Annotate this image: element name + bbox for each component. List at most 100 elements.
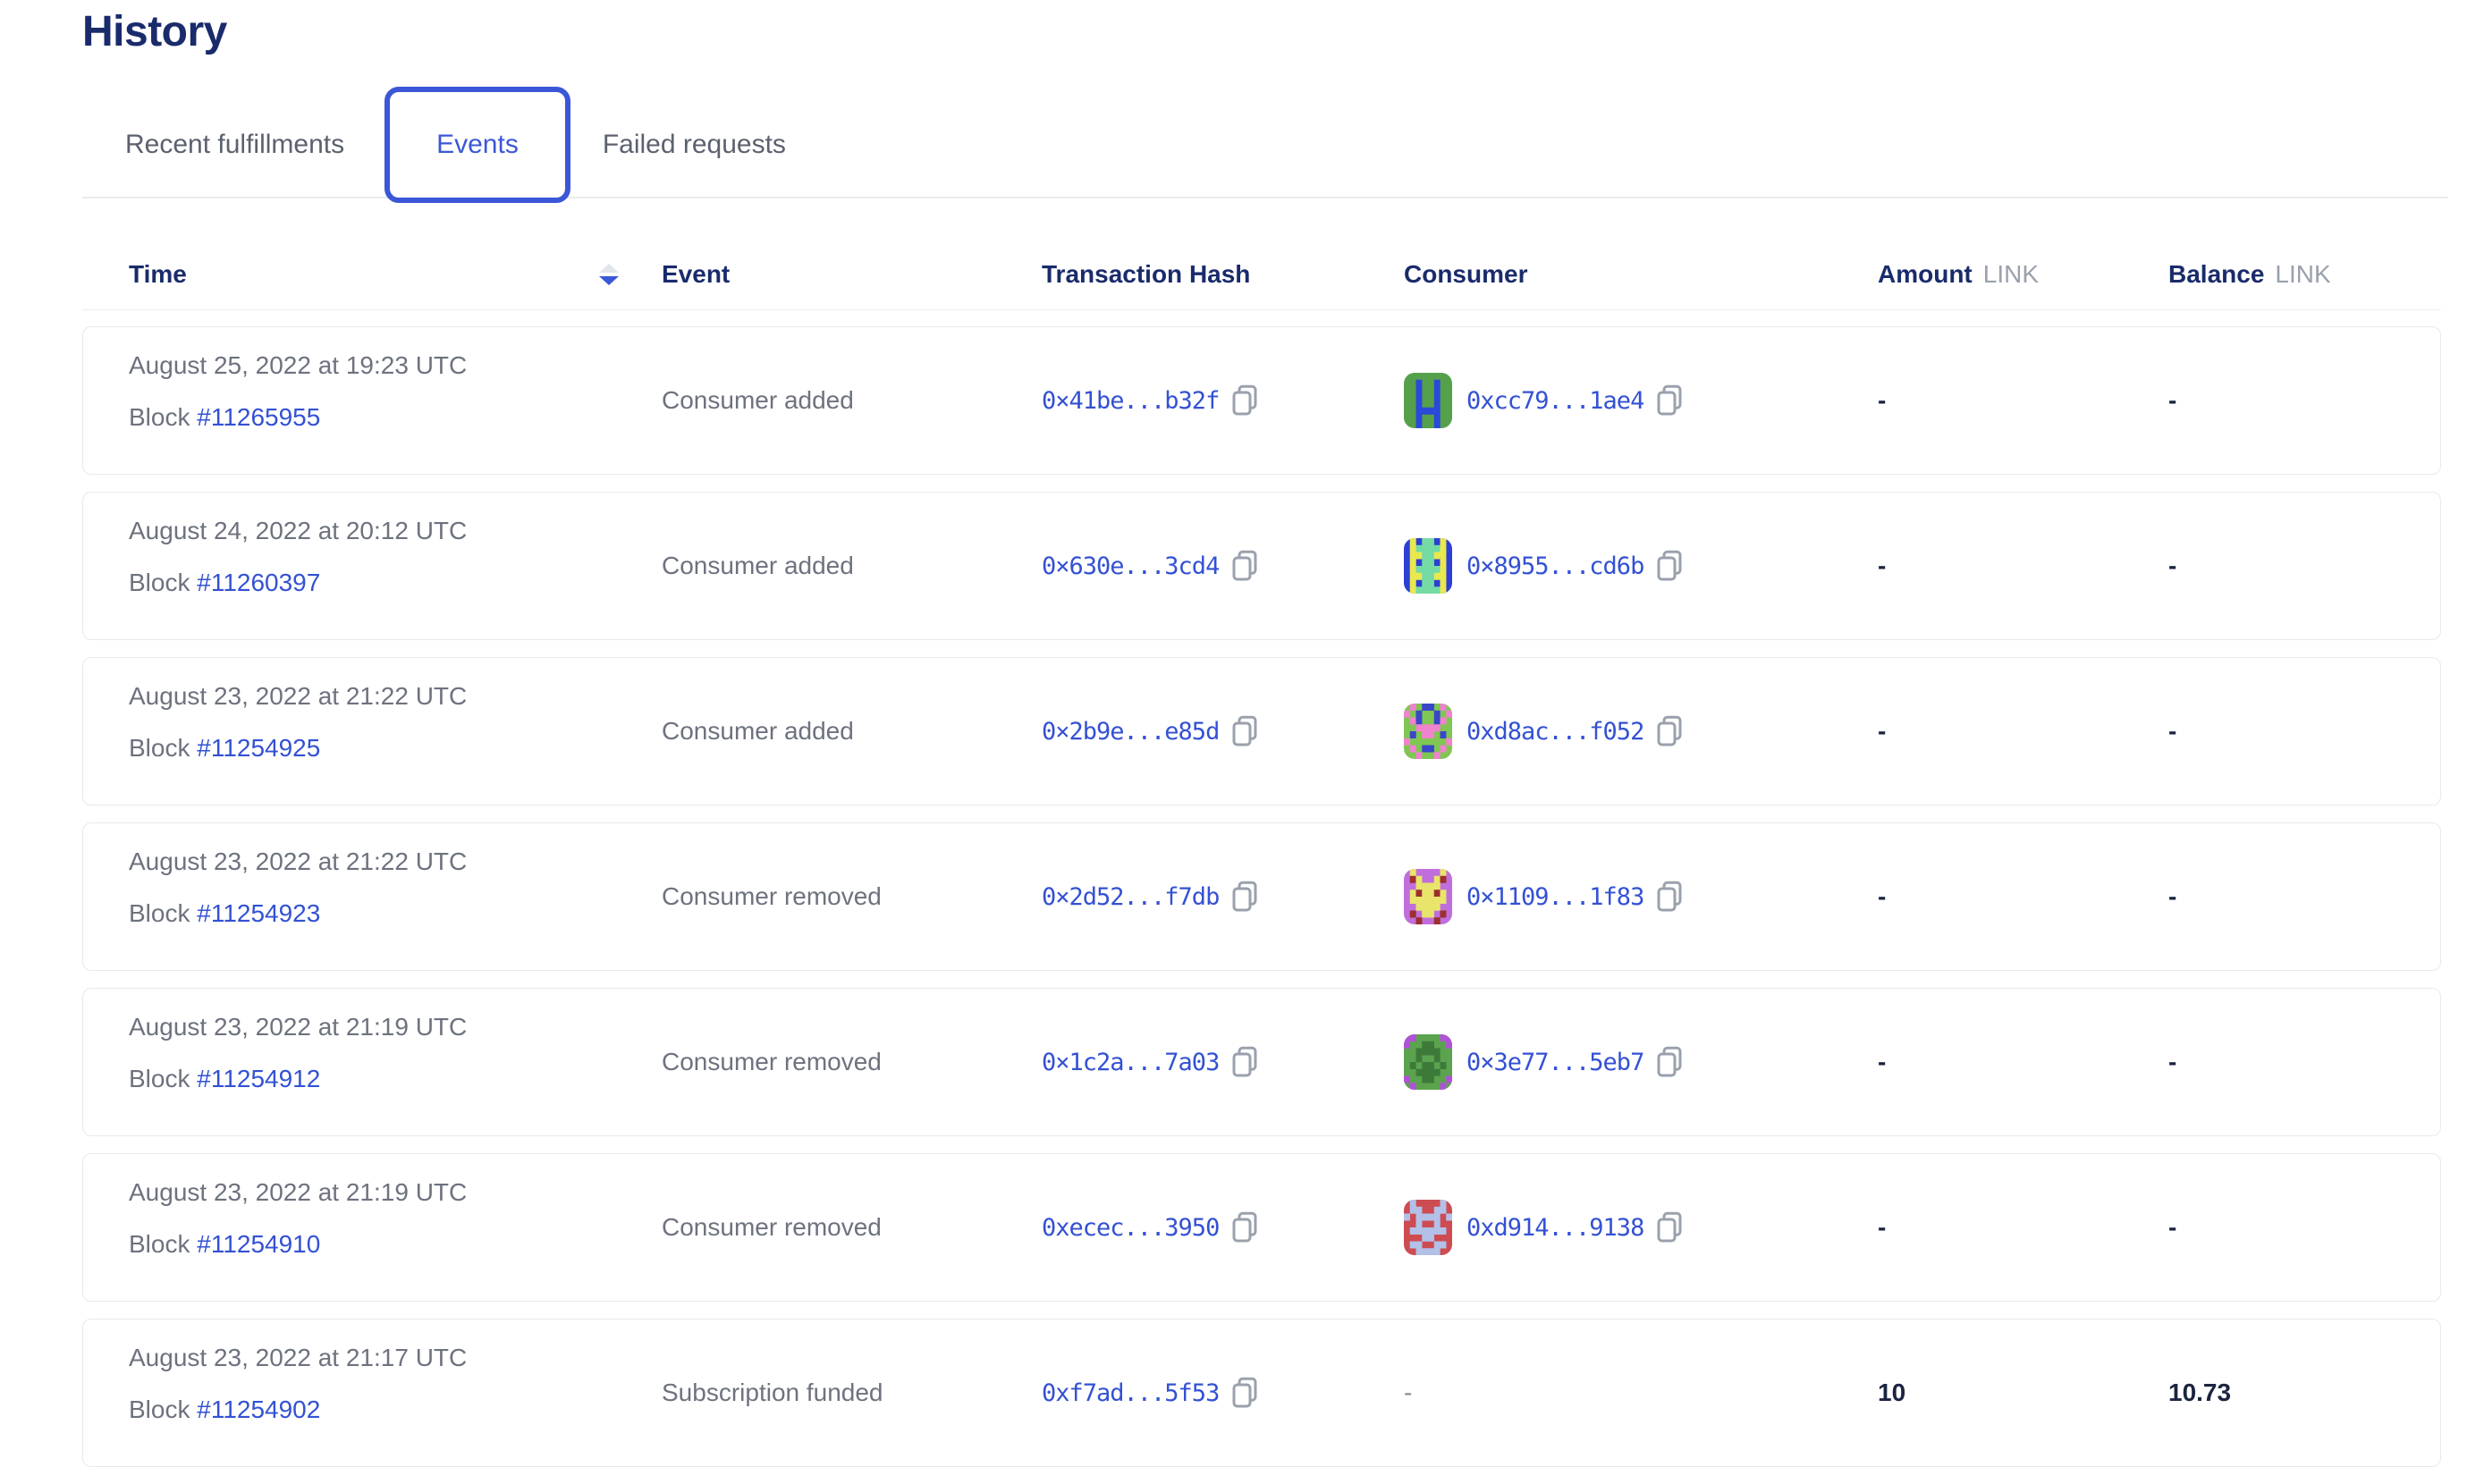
balance-value: - (2168, 882, 2177, 910)
balance-header-label: Balance (2168, 260, 2265, 288)
column-header-time[interactable]: Time (82, 260, 662, 289)
balance-value: - (2168, 386, 2177, 414)
copy-icon[interactable] (1656, 715, 1683, 747)
block-line: Block #11260397 (129, 568, 662, 598)
copy-icon[interactable] (1231, 550, 1258, 582)
copy-icon[interactable] (1656, 550, 1683, 582)
transaction-hash-link[interactable]: 0xecec...3950 (1042, 1213, 1220, 1242)
consumer-cell: 0xcc79...1ae4 (1404, 373, 1878, 428)
amount-unit-label: LINK (1982, 260, 2040, 288)
copy-icon[interactable] (1656, 384, 1683, 417)
block-number-link[interactable]: #11260397 (197, 569, 321, 596)
block-number-link[interactable]: #11254912 (197, 1065, 321, 1092)
transaction-hash-cell: 0xecec...3950 (1042, 1211, 1404, 1244)
event-type: Consumer added (662, 386, 854, 414)
consumer-address-link[interactable]: 0×8955...cd6b (1466, 552, 1644, 580)
consumer-cell: 0×8955...cd6b (1404, 538, 1878, 594)
consumer-cell: 0xd914...9138 (1404, 1200, 1878, 1255)
block-label: Block (129, 403, 190, 431)
copy-icon[interactable] (1231, 1377, 1258, 1409)
block-number-link[interactable]: #11254910 (197, 1230, 321, 1258)
event-row: August 23, 2022 at 21:22 UTC Block #1125… (82, 657, 2441, 805)
block-label: Block (129, 734, 190, 762)
balance-value: - (2168, 1048, 2177, 1075)
time-header-label: Time (129, 260, 187, 288)
consumer-avatar (1404, 373, 1452, 428)
consumer-address-link[interactable]: 0xd914...9138 (1466, 1213, 1644, 1242)
tab-failed-requests[interactable]: Failed requests (602, 130, 786, 159)
consumer-cell: - (1404, 1379, 1878, 1407)
sort-down-arrow-icon (599, 276, 619, 285)
balance-unit-label: LINK (2275, 260, 2331, 288)
transaction-hash-link[interactable]: 0×2d52...f7db (1042, 882, 1220, 911)
consumer-avatar (1404, 1200, 1452, 1255)
column-header-balance: Balance LINK (2168, 260, 2441, 289)
copy-icon[interactable] (1231, 881, 1258, 913)
block-line: Block #11254925 (129, 733, 662, 763)
block-number-link[interactable]: #11254923 (197, 899, 321, 927)
transaction-hash-link[interactable]: 0×1c2a...7a03 (1042, 1048, 1220, 1076)
consumer-address-link[interactable]: 0xd8ac...f052 (1466, 717, 1644, 746)
amount-value: - (1878, 882, 1887, 910)
consumer-cell: 0xd8ac...f052 (1404, 704, 1878, 759)
consumer-address-link: - (1404, 1379, 1413, 1406)
column-header-transaction-hash: Transaction Hash (1042, 260, 1251, 288)
transaction-hash-cell: 0×2d52...f7db (1042, 881, 1404, 913)
block-line: Block #11254912 (129, 1064, 662, 1094)
copy-icon[interactable] (1231, 384, 1258, 417)
column-header-event: Event (662, 260, 731, 288)
balance-value: - (2168, 717, 2177, 745)
transaction-hash-cell: 0×1c2a...7a03 (1042, 1046, 1404, 1078)
time-cell: August 24, 2022 at 20:12 UTC Block #1126… (83, 493, 662, 598)
time-cell: August 23, 2022 at 21:22 UTC Block #1125… (83, 658, 662, 763)
tabs-divider (82, 197, 2448, 198)
event-row: August 23, 2022 at 21:22 UTC Block #1125… (82, 822, 2441, 971)
page-title: History (82, 8, 227, 55)
column-header-amount: Amount LINK (1878, 260, 2168, 289)
block-number-link[interactable]: #11254925 (197, 734, 321, 762)
event-row: August 23, 2022 at 21:17 UTC Block #1125… (82, 1319, 2441, 1467)
transaction-hash-link[interactable]: 0×2b9e...e85d (1042, 717, 1220, 746)
table-header: Time Event Transaction Hash Consumer Amo… (82, 240, 2441, 310)
copy-icon[interactable] (1656, 881, 1683, 913)
copy-icon[interactable] (1231, 1046, 1258, 1078)
transaction-hash-cell: 0×41be...b32f (1042, 384, 1404, 417)
amount-value: 10 (1878, 1379, 1906, 1406)
tab-events[interactable]: Events (384, 87, 570, 203)
time-cell: August 25, 2022 at 19:23 UTC Block #1126… (83, 327, 662, 433)
event-type: Subscription funded (662, 1379, 883, 1406)
consumer-cell: 0×3e77...5eb7 (1404, 1034, 1878, 1090)
consumer-address-link[interactable]: 0×1109...1f83 (1466, 882, 1644, 911)
transaction-hash-link[interactable]: 0×630e...3cd4 (1042, 552, 1220, 580)
amount-value: - (1878, 1213, 1887, 1241)
event-row: August 25, 2022 at 19:23 UTC Block #1126… (82, 326, 2441, 475)
event-date: August 23, 2022 at 21:22 UTC (129, 682, 468, 710)
block-number-link[interactable]: #11265955 (197, 403, 321, 431)
tab-recent-fulfillments[interactable]: Recent fulfillments (125, 130, 345, 159)
copy-icon[interactable] (1231, 715, 1258, 747)
sort-descending-icon[interactable] (599, 264, 619, 285)
event-date: August 23, 2022 at 21:19 UTC (129, 1178, 468, 1206)
transaction-hash-cell: 0xf7ad...5f53 (1042, 1377, 1404, 1409)
amount-value: - (1878, 717, 1887, 745)
event-date: August 23, 2022 at 21:17 UTC (129, 1344, 468, 1371)
balance-value: - (2168, 552, 2177, 579)
transaction-hash-link[interactable]: 0xf7ad...5f53 (1042, 1379, 1220, 1407)
event-type: Consumer added (662, 552, 854, 579)
copy-icon[interactable] (1656, 1046, 1683, 1078)
balance-value: 10.73 (2168, 1379, 2232, 1406)
consumer-avatar (1404, 1034, 1452, 1090)
event-type: Consumer removed (662, 1048, 882, 1075)
event-type: Consumer removed (662, 1213, 882, 1241)
copy-icon[interactable] (1231, 1211, 1258, 1244)
sort-up-arrow-icon (599, 264, 619, 273)
transaction-hash-link[interactable]: 0×41be...b32f (1042, 386, 1220, 415)
copy-icon[interactable] (1656, 1211, 1683, 1244)
time-cell: August 23, 2022 at 21:17 UTC Block #1125… (83, 1320, 662, 1425)
consumer-avatar (1404, 704, 1452, 759)
block-label: Block (129, 899, 190, 927)
block-number-link[interactable]: #11254902 (197, 1395, 321, 1423)
event-date: August 25, 2022 at 19:23 UTC (129, 351, 468, 379)
consumer-address-link[interactable]: 0×3e77...5eb7 (1466, 1048, 1644, 1076)
consumer-address-link[interactable]: 0xcc79...1ae4 (1466, 386, 1644, 415)
